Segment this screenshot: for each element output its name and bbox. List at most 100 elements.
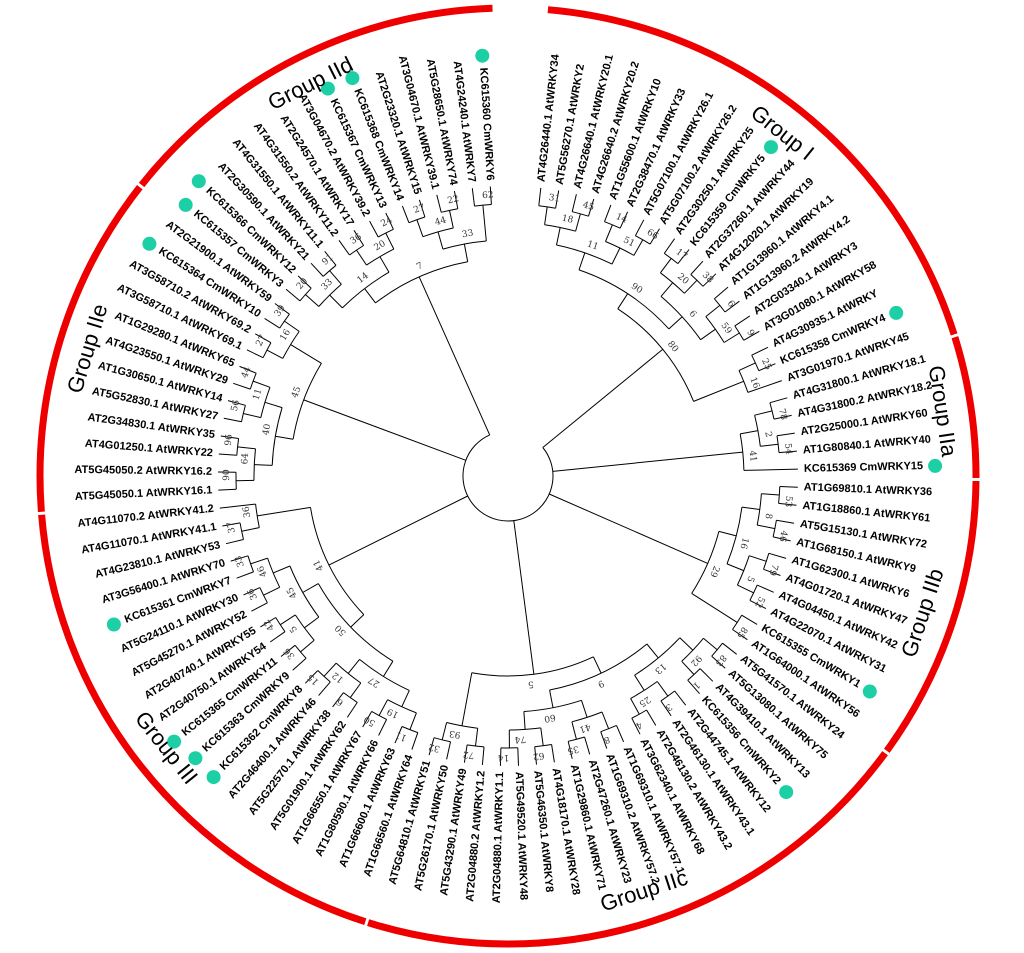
branch-spoke xyxy=(699,668,714,682)
branch-spoke xyxy=(549,689,554,708)
bootstrap-value: 83 xyxy=(713,652,728,667)
branch-spoke xyxy=(300,639,315,653)
branch-arc xyxy=(239,522,244,540)
branch-spoke xyxy=(250,557,268,565)
bootstrap-value: 41 xyxy=(578,721,592,734)
leaf-label: AT2G04880.1 AtWRKY1.1 xyxy=(491,772,506,904)
branch-spoke xyxy=(578,252,586,271)
chrysanthemum-marker xyxy=(178,197,193,212)
branch-spoke xyxy=(681,660,695,675)
branch-arc xyxy=(253,448,256,481)
branch-spoke xyxy=(724,300,740,313)
bootstrap-value: 13 xyxy=(652,661,667,676)
branch-spoke xyxy=(773,414,792,420)
bootstrap-value: 5 xyxy=(288,623,300,634)
branch-spoke xyxy=(778,450,797,454)
chrysanthemum-marker xyxy=(206,770,221,785)
bootstrap-value: 20 xyxy=(675,272,690,287)
branch-spoke xyxy=(772,536,791,542)
chrysanthemum-marker xyxy=(928,458,943,473)
bootstrap-value: 36 xyxy=(242,505,254,518)
branch-spoke xyxy=(499,747,502,766)
branch-spoke xyxy=(769,397,788,404)
branch-spoke xyxy=(218,488,237,491)
chrysanthemum-marker xyxy=(475,48,490,63)
branch-spoke xyxy=(273,565,291,574)
chrysanthemum-marker xyxy=(191,174,206,189)
branch-spoke xyxy=(738,362,756,371)
bootstrap-value: 85 xyxy=(734,625,749,640)
bootstrap-value: 36 xyxy=(282,645,297,660)
branch-spoke xyxy=(263,586,280,596)
chrysanthemum-marker xyxy=(889,305,904,320)
branch-spoke xyxy=(693,380,744,402)
group-arcs xyxy=(36,4,980,948)
bootstrap-value: 8 xyxy=(602,733,611,745)
branch-spoke xyxy=(601,711,610,729)
branch-spoke xyxy=(631,717,641,735)
bootstrap-value: 14 xyxy=(356,271,371,286)
bootstrap-value: 39 xyxy=(273,303,288,318)
branch-spoke xyxy=(776,519,795,524)
branch-spoke xyxy=(394,726,403,744)
branch-spoke xyxy=(634,674,645,691)
bootstrap-value: 2 xyxy=(762,431,773,438)
bootstrap-value: 9 xyxy=(596,677,606,689)
branch-spoke xyxy=(428,737,435,756)
branch-spoke xyxy=(734,315,751,327)
root-spoke xyxy=(548,493,708,564)
group-arc xyxy=(367,751,888,948)
branch-spoke xyxy=(700,328,716,341)
bootstrap-value: 17 xyxy=(674,247,689,262)
branch-arc xyxy=(635,235,651,245)
branch-spoke xyxy=(575,213,581,232)
bootstrap-value: 33 xyxy=(461,228,474,240)
bootstrap-value: 37 xyxy=(226,520,238,534)
branch-arc xyxy=(660,272,685,294)
branch-spoke xyxy=(571,721,577,740)
leaf-label: AT1G69810.1 AtWRKY36 xyxy=(804,481,933,498)
branch-spoke xyxy=(616,725,625,743)
branch-spoke xyxy=(346,702,358,718)
branch-spoke xyxy=(747,380,782,393)
bootstrap-value: 62 xyxy=(532,750,545,761)
bootstrap-value: 66 xyxy=(645,228,660,242)
branch-spoke xyxy=(674,690,687,706)
leaf-label: AT4G01250.1 AtWRKY22 xyxy=(84,438,213,460)
bootstrap-value: 90 xyxy=(222,469,232,481)
branch-spoke xyxy=(310,262,324,277)
branch-spoke xyxy=(243,413,261,419)
branch-spoke xyxy=(538,187,542,206)
bootstrap-value: 46 xyxy=(777,529,789,542)
bootstrap-value: 6 xyxy=(725,299,737,310)
bootstrap-value: 5 xyxy=(527,678,534,689)
bootstrap-value: 52 xyxy=(752,595,766,610)
bootstrap-value: 18 xyxy=(561,214,575,226)
branch-spoke xyxy=(378,699,389,716)
bootstrap-value: 27 xyxy=(412,203,426,216)
branch-spoke xyxy=(347,659,360,674)
bootstrap-value: 50 xyxy=(362,713,377,727)
branch-spoke xyxy=(556,227,561,246)
branch-spoke xyxy=(754,410,773,416)
branch-spoke xyxy=(364,288,376,304)
branch-spoke xyxy=(660,700,672,717)
branch-spoke xyxy=(761,493,780,496)
branch-spoke xyxy=(297,275,312,289)
branch-spoke xyxy=(329,294,343,309)
branch-spoke xyxy=(611,247,621,265)
bootstrap-value: 45 xyxy=(581,200,595,213)
branch-spoke xyxy=(463,744,468,763)
branch-spoke xyxy=(239,365,257,374)
branch-spoke xyxy=(567,741,573,759)
branch-spoke xyxy=(633,239,644,256)
branch-spoke xyxy=(285,288,301,302)
branch-spoke xyxy=(584,736,591,755)
bootstrap-value: 64 xyxy=(240,452,251,464)
root-spoke xyxy=(552,451,743,472)
bootstrap-value: 45 xyxy=(285,585,299,600)
branch-spoke xyxy=(290,344,322,364)
branch-spoke xyxy=(243,587,261,596)
bootstrap-value: 44 xyxy=(434,215,448,228)
